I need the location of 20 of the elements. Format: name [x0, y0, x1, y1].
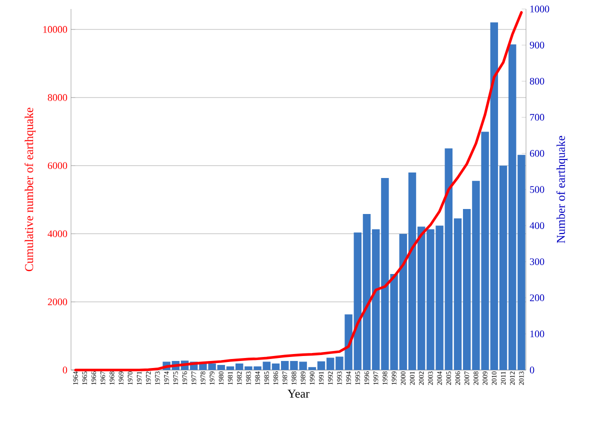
y2-tick-label: 600 [530, 150, 544, 157]
y-tick-label: 0 [62, 366, 68, 374]
x-axis-title: Year [288, 390, 310, 398]
y2-tick-label: 200 [530, 294, 544, 302]
y2-tick-label: 400 [530, 222, 544, 229]
y2-tick-label: 700 [530, 114, 544, 121]
y2-tick-label: 0 [530, 366, 534, 374]
y-tick-label: 8000 [48, 94, 68, 101]
y2-tick-label: 500 [530, 186, 544, 193]
y2-axis-title: Number of earthquake [556, 136, 568, 244]
y-tick-label: 2000 [48, 298, 68, 306]
y2-tick-label: 100 [530, 330, 544, 338]
y2-tick-label: 900 [530, 42, 544, 48]
y-tick-label: 10000 [43, 26, 68, 33]
y-tick-label: 6000 [48, 162, 68, 170]
y-tick-label: 4000 [48, 230, 68, 238]
y2-tick-label: 1000 [530, 6, 550, 12]
y2-tick-label: 800 [530, 78, 544, 85]
y-axis-title: Cumulative number of earthquake [24, 108, 36, 272]
y2-tick-label: 300 [530, 258, 544, 266]
